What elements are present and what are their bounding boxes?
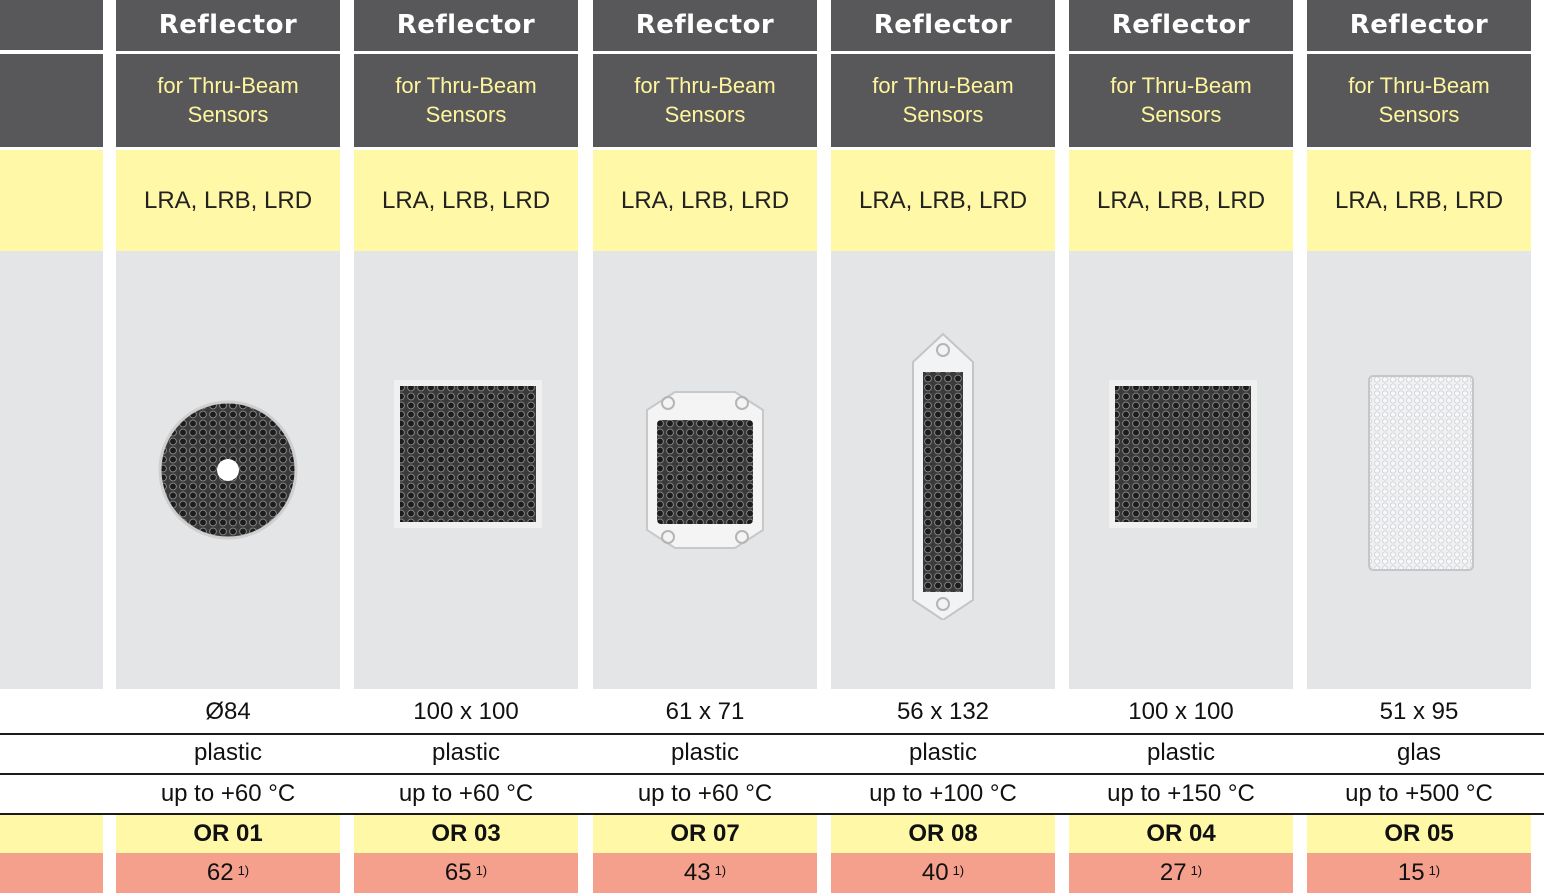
column-subtitle: for Thru-Beam Sensors xyxy=(354,71,578,129)
left-image-cell xyxy=(0,251,103,689)
temperature-cell: up to +60 °C xyxy=(160,780,296,807)
price-cell: 40 1) xyxy=(831,853,1055,893)
price-cell: 62 1) xyxy=(116,853,340,893)
header-divider xyxy=(1307,51,1531,54)
temperature-cell: up to +60 °C xyxy=(637,780,773,807)
column-subtitle: for Thru-Beam Sensors xyxy=(831,71,1055,129)
order-number-cell: OR 05 xyxy=(1307,815,1531,853)
material-cell: plastic xyxy=(908,739,978,766)
left-types-cell xyxy=(0,150,103,251)
subtitle-line-2: Sensors xyxy=(425,102,507,127)
compatible-sensor-types: LRA, LRB, LRD xyxy=(593,150,817,251)
glass-reflector-image xyxy=(1368,375,1474,571)
temperature-cell: up to +60 °C xyxy=(398,780,534,807)
tall-reflector-with-tabs-image xyxy=(912,332,974,620)
footnote-marker: 1) xyxy=(237,862,250,878)
price-value: 62 xyxy=(206,859,234,886)
header-divider xyxy=(593,51,817,54)
dimensions-cell: 51 x 95 xyxy=(1379,698,1459,725)
column-header: Reflector for Thru-Beam Sensors xyxy=(354,0,578,147)
order-number-cell: OR 07 xyxy=(593,815,817,853)
column-header: Reflector for Thru-Beam Sensors xyxy=(831,0,1055,147)
left-header-cell xyxy=(0,0,103,50)
column-title: Reflector xyxy=(873,10,1013,40)
column-title: Reflector xyxy=(1349,10,1489,40)
round-reflector-image xyxy=(158,400,298,540)
small-reflector-with-tabs-image xyxy=(646,391,764,549)
left-subtitle-cell xyxy=(0,54,103,147)
dimensions-cell: Ø84 xyxy=(205,698,251,725)
temperature-cell: up to +500 °C xyxy=(1345,780,1493,807)
price-cell: 27 1) xyxy=(1069,853,1293,893)
row-divider-dimensions xyxy=(0,733,1544,735)
left-price-cell xyxy=(0,853,103,893)
order-number-cell: OR 08 xyxy=(831,815,1055,853)
footnote-marker: 1) xyxy=(1190,862,1203,878)
column-subtitle: for Thru-Beam Sensors xyxy=(593,71,817,129)
dimensions-cell: 56 x 132 xyxy=(896,698,990,725)
subtitle-line-1: for Thru-Beam xyxy=(157,73,299,98)
material-cell: plastic xyxy=(431,739,501,766)
temperature-cell: up to +100 °C xyxy=(869,780,1017,807)
header-divider xyxy=(831,51,1055,54)
subtitle-line-1: for Thru-Beam xyxy=(872,73,1014,98)
header-divider xyxy=(116,51,340,54)
column-subtitle: for Thru-Beam Sensors xyxy=(1307,71,1531,129)
column-title: Reflector xyxy=(158,10,298,40)
footnote-marker: 1) xyxy=(952,862,965,878)
subtitle-line-2: Sensors xyxy=(902,102,984,127)
column-title: Reflector xyxy=(635,10,775,40)
material-cell: glas xyxy=(1396,739,1442,766)
dimensions-cell: 61 x 71 xyxy=(665,698,745,725)
column-header: Reflector for Thru-Beam Sensors xyxy=(116,0,340,147)
subtitle-line-1: for Thru-Beam xyxy=(634,73,776,98)
order-number-cell: OR 04 xyxy=(1069,815,1293,853)
footnote-marker: 1) xyxy=(475,862,488,878)
subtitle-line-1: for Thru-Beam xyxy=(1110,73,1252,98)
left-order-cell xyxy=(0,815,103,853)
subtitle-line-1: for Thru-Beam xyxy=(395,73,537,98)
price-value: 43 xyxy=(683,859,711,886)
price-cell: 15 1) xyxy=(1307,853,1531,893)
compatible-sensor-types: LRA, LRB, LRD xyxy=(1307,150,1531,251)
price-cell: 43 1) xyxy=(593,853,817,893)
compatible-sensor-types: LRA, LRB, LRD xyxy=(116,150,340,251)
compatible-sensor-types: LRA, LRB, LRD xyxy=(831,150,1055,251)
column-subtitle: for Thru-Beam Sensors xyxy=(1069,71,1293,129)
dimensions-cell: 100 x 100 xyxy=(1128,698,1234,725)
column-header: Reflector for Thru-Beam Sensors xyxy=(1307,0,1531,147)
subtitle-line-2: Sensors xyxy=(1378,102,1460,127)
price-value: 27 xyxy=(1159,859,1187,886)
subtitle-line-2: Sensors xyxy=(664,102,746,127)
material-cell: plastic xyxy=(1146,739,1216,766)
order-number-cell: OR 01 xyxy=(116,815,340,853)
row-divider-material xyxy=(0,773,1544,775)
material-cell: plastic xyxy=(670,739,740,766)
temperature-cell: up to +150 °C xyxy=(1107,780,1255,807)
column-title: Reflector xyxy=(1111,10,1251,40)
column-header: Reflector for Thru-Beam Sensors xyxy=(1069,0,1293,147)
column-subtitle: for Thru-Beam Sensors xyxy=(116,71,340,129)
subtitle-line-2: Sensors xyxy=(187,102,269,127)
footnote-marker: 1) xyxy=(714,862,727,878)
column-title: Reflector xyxy=(396,10,536,40)
order-number-cell: OR 03 xyxy=(354,815,578,853)
price-value: 15 xyxy=(1397,859,1425,886)
square-reflector-image xyxy=(394,380,542,528)
header-divider xyxy=(354,51,578,54)
compatible-sensor-types: LRA, LRB, LRD xyxy=(354,150,578,251)
material-cell: plastic xyxy=(193,739,263,766)
row-divider-temperature xyxy=(0,813,1544,815)
price-cell: 65 1) xyxy=(354,853,578,893)
dimensions-cell: 100 x 100 xyxy=(413,698,519,725)
compatible-sensor-types: LRA, LRB, LRD xyxy=(1069,150,1293,251)
subtitle-line-1: for Thru-Beam xyxy=(1348,73,1490,98)
price-value: 40 xyxy=(921,859,949,886)
subtitle-line-2: Sensors xyxy=(1140,102,1222,127)
price-value: 65 xyxy=(444,859,472,886)
footnote-marker: 1) xyxy=(1428,862,1441,878)
column-header: Reflector for Thru-Beam Sensors xyxy=(593,0,817,147)
square-reflector-image xyxy=(1109,380,1257,528)
header-divider xyxy=(1069,51,1293,54)
